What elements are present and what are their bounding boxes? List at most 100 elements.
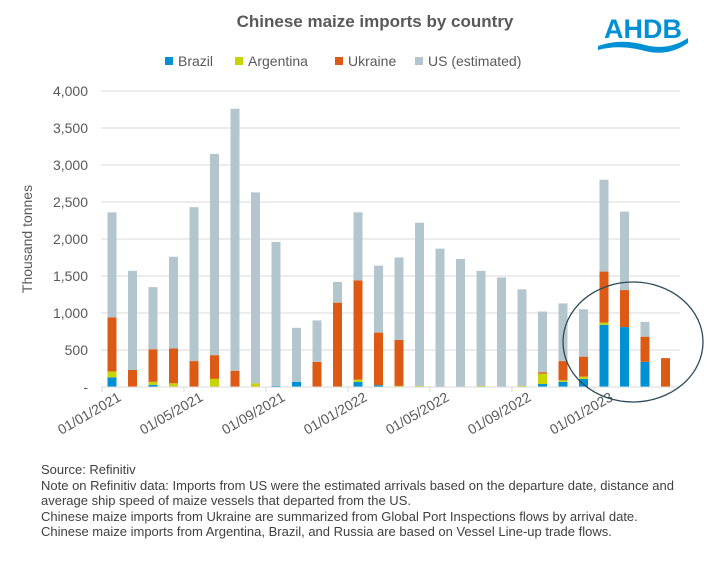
bar-us-estimated--01/10/2021 xyxy=(292,327,301,382)
bar-us-estimated--01/11/2021 xyxy=(312,320,322,362)
bar-ukraine-01/10/2022 xyxy=(538,372,547,374)
bar-ukraine-01/04/2023 xyxy=(661,358,670,387)
bar-us-estimated--01/12/2022 xyxy=(579,309,588,357)
bar-ukraine-01/01/2021 xyxy=(107,317,117,372)
x-tick-label: 01/01/2022 xyxy=(301,389,370,438)
bar-ukraine-01/05/2021 xyxy=(189,361,199,387)
bar-ukraine-01/02/2023 xyxy=(620,290,629,328)
y-tick-label: 3,000 xyxy=(53,157,88,173)
bar-us-estimated--01/05/2021 xyxy=(189,207,199,362)
bar-ukraine-01/03/2022 xyxy=(394,340,404,386)
bar-us-estimated--01/12/2021 xyxy=(333,281,342,303)
bar-brazil-01/10/2022 xyxy=(538,384,547,387)
bar-brazil-01/01/2023 xyxy=(599,324,609,387)
bar-argentina-01/07/2022 xyxy=(476,385,486,387)
bar-us-estimated--01/06/2021 xyxy=(210,153,219,356)
legend-swatch xyxy=(335,57,343,65)
refinitiv-note: Note on Refinitiv data: Imports from US … xyxy=(41,477,675,509)
bar-brazil-01/01/2021 xyxy=(107,377,117,387)
bar-argentina-01/11/2022 xyxy=(558,380,568,382)
x-tick-label: 01/05/2021 xyxy=(137,389,206,438)
y-tick-label: 1,500 xyxy=(53,268,88,284)
bar-argentina-01/06/2021 xyxy=(210,378,219,387)
bar-ukraine-01/12/2021 xyxy=(333,302,342,387)
bar-us-estimated--01/02/2023 xyxy=(620,211,629,291)
y-axis-label: Thousand tonnes xyxy=(19,185,35,293)
bar-argentina-01/01/2022 xyxy=(353,379,363,382)
bar-us-estimated--01/03/2021 xyxy=(148,287,158,350)
bar-argentina-01/04/2021 xyxy=(169,383,178,387)
legend-label: Argentina xyxy=(248,53,308,69)
x-tick-label: 01/05/2022 xyxy=(383,389,452,438)
bar-argentina-01/01/2023 xyxy=(599,322,609,325)
bar-us-estimated--01/04/2021 xyxy=(169,256,178,349)
bar-brazil-01/11/2022 xyxy=(558,381,568,387)
ukraine-note: Chinese maize imports from Ukraine are s… xyxy=(41,508,638,524)
bar-argentina-01/08/2021 xyxy=(251,383,260,387)
bar-argentina-01/01/2021 xyxy=(107,371,117,378)
bar-ukraine-01/04/2021 xyxy=(169,348,178,384)
ahdb-logo: AHDB xyxy=(598,14,688,53)
gridlines xyxy=(101,90,680,351)
highlight-ellipse xyxy=(562,281,704,403)
bar-us-estimated--01/05/2022 xyxy=(435,248,445,387)
legend-label: Ukraine xyxy=(348,53,396,69)
legend: Brazil Argentina Ukraine US (estimated) xyxy=(165,53,521,69)
bar-ukraine-01/03/2021 xyxy=(148,349,158,382)
bar-us-estimated--01/08/2021 xyxy=(251,192,260,384)
bar-us-estimated--01/11/2022 xyxy=(558,303,568,362)
bar-us-estimated--01/09/2022 xyxy=(517,289,527,386)
bar-brazil-01/01/2022 xyxy=(353,381,363,387)
bar-ukraine-01/06/2021 xyxy=(210,355,219,379)
bar-us-estimated--01/02/2021 xyxy=(128,270,137,370)
source-note: Source: Refinitiv xyxy=(41,462,136,477)
y-tick-label: 4,000 xyxy=(53,83,88,99)
bar-brazil-01/10/2021 xyxy=(292,381,301,387)
bar-us-estimated--01/02/2022 xyxy=(374,265,383,333)
bar-us-estimated--01/10/2022 xyxy=(538,311,547,373)
x-tick-label: 01/01/2023 xyxy=(547,389,616,438)
bar-ukraine-01/01/2023 xyxy=(599,271,609,323)
bar-us-estimated--01/09/2021 xyxy=(271,241,281,386)
legend-label: US (estimated) xyxy=(428,53,521,69)
y-axis-ticks: - 500 1,000 1,500 2,000 2,500 3,000 3,500 4,000 xyxy=(53,83,88,395)
x-tick-label: 01/01/2021 xyxy=(55,389,124,438)
bar-ukraine-01/11/2022 xyxy=(558,361,568,381)
chart-svg: Chinese maize imports by country AHDB Br… xyxy=(19,12,704,438)
bar-us-estimated--01/03/2023 xyxy=(640,321,650,337)
bar-ukraine-01/12/2022 xyxy=(579,356,588,377)
y-tick-label: 2,000 xyxy=(53,231,88,247)
bar-brazil-01/09/2021 xyxy=(271,385,281,387)
bar-us-estimated--01/01/2023 xyxy=(599,179,609,272)
bar-ukraine-01/07/2021 xyxy=(230,370,240,387)
notes: Source: Refinitiv Note on Refinitiv data… xyxy=(41,462,708,540)
bar-brazil-01/03/2023 xyxy=(640,361,650,387)
bar-us-estimated--01/08/2022 xyxy=(497,277,506,387)
chart-title: Chinese maize imports by country xyxy=(237,12,514,31)
bar-us-estimated--01/01/2021 xyxy=(107,212,117,318)
bar-ukraine-01/02/2022 xyxy=(374,332,383,386)
x-tick-label: 01/09/2022 xyxy=(465,389,534,438)
bar-us-estimated--01/03/2022 xyxy=(394,257,404,341)
bar-brazil-01/12/2022 xyxy=(579,378,588,387)
legend-swatch xyxy=(165,57,173,65)
bar-us-estimated--01/07/2021 xyxy=(230,108,240,371)
bar-us-estimated--01/01/2022 xyxy=(353,212,363,281)
bar-ukraine-01/03/2023 xyxy=(640,336,650,362)
x-tick-label: 01/09/2021 xyxy=(219,389,288,438)
bar-argentina-01/04/2022 xyxy=(415,385,424,387)
bar-ukraine-01/02/2021 xyxy=(128,369,137,387)
legend-swatch xyxy=(235,57,243,65)
y-tick-label: 1,000 xyxy=(53,305,88,321)
x-axis-ticks: 01/01/2021 01/05/2021 01/09/2021 01/01/2022… xyxy=(55,387,616,438)
bar-argentina-01/03/2021 xyxy=(148,381,158,385)
bar-ukraine-01/11/2021 xyxy=(312,361,322,387)
bar-us-estimated--01/07/2022 xyxy=(476,270,486,386)
legend-label: Brazil xyxy=(178,53,213,69)
bar-ukraine-01/01/2022 xyxy=(353,280,363,380)
bars xyxy=(107,108,670,387)
bar-brazil-01/02/2022 xyxy=(374,385,383,387)
legend-swatch xyxy=(415,57,423,65)
bar-us-estimated--01/06/2022 xyxy=(456,258,465,387)
